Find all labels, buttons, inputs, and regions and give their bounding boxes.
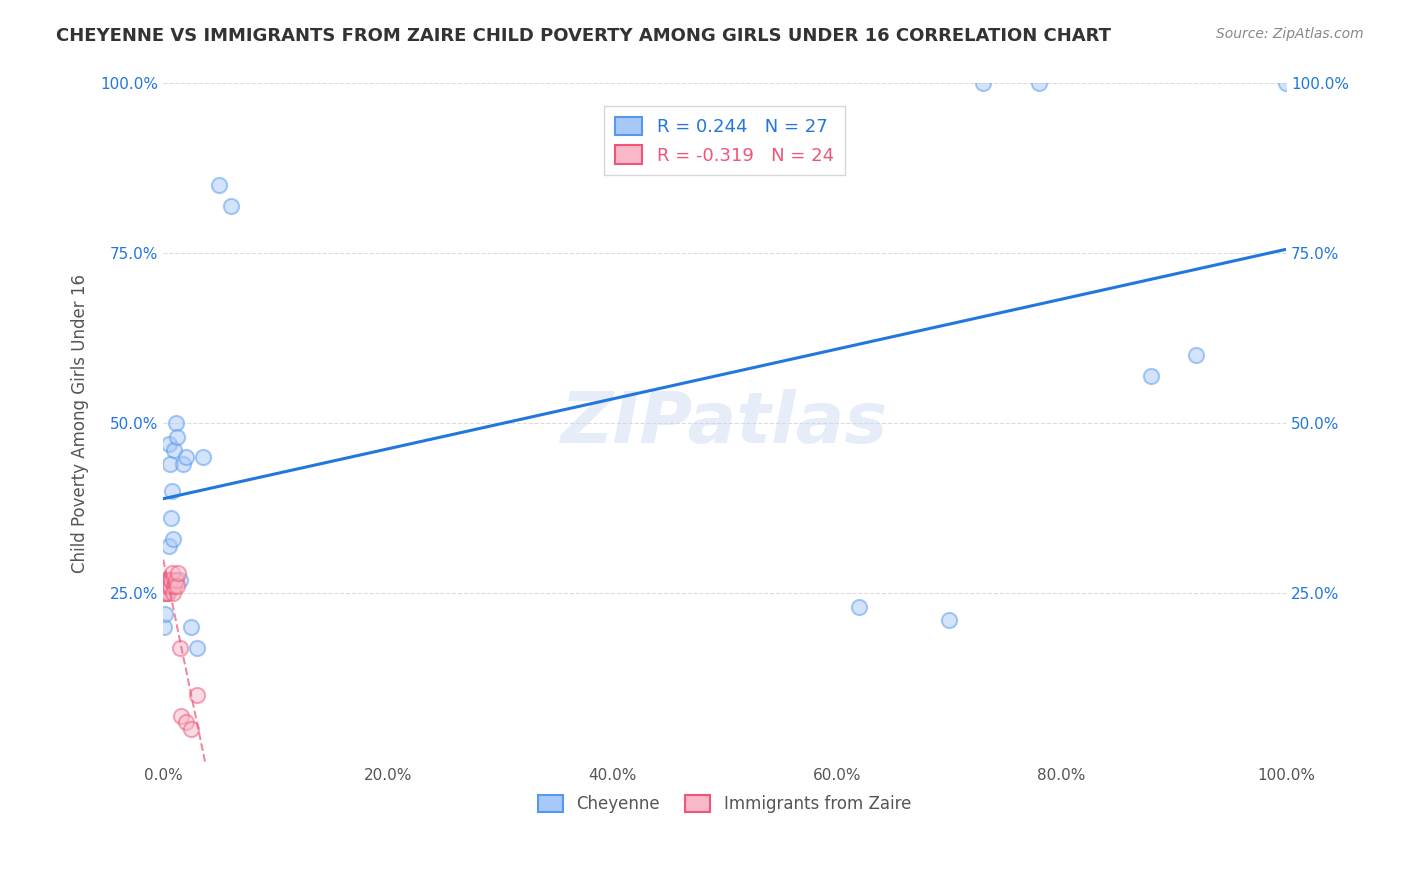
Point [186,640,208,655]
Point [160,484,183,499]
Text: Source: ZipAtlas.com: Source: ZipAtlas.com [1216,27,1364,41]
Point [159,573,181,587]
Point [172,457,194,471]
Text: ZIPatlas: ZIPatlas [561,389,889,458]
Y-axis label: Child Poverty Among Girls Under 16: Child Poverty Among Girls Under 16 [72,274,89,573]
Point [153,620,176,634]
Point [169,573,191,587]
Point [155,607,177,621]
Point [155,579,177,593]
Point [157,539,180,553]
Point [155,579,177,593]
Point [159,457,181,471]
Point [166,430,188,444]
Point [153,586,176,600]
Point [155,586,177,600]
Point [156,579,179,593]
Point [165,417,187,431]
Point [156,586,179,600]
Point [972,77,994,91]
Point [191,450,214,465]
Point [1140,368,1163,383]
Point [1028,77,1050,91]
Point [155,586,177,600]
Point [208,178,231,193]
Point [1275,77,1298,91]
Point [155,573,177,587]
Point [180,722,202,736]
Point [174,715,197,730]
Point [160,566,183,580]
Point [160,511,183,525]
Point [170,708,193,723]
Point [163,579,186,593]
Point [180,620,202,634]
Text: CHEYENNE VS IMMIGRANTS FROM ZAIRE CHILD POVERTY AMONG GIRLS UNDER 16 CORRELATION: CHEYENNE VS IMMIGRANTS FROM ZAIRE CHILD … [56,27,1111,45]
Point [165,573,187,587]
Point [166,579,188,593]
Point [159,579,181,593]
Point [938,614,960,628]
Point [848,599,870,614]
Point [219,199,242,213]
Point [162,532,184,546]
Point [166,566,188,580]
Point [153,573,176,587]
Point [174,450,197,465]
Point [163,443,186,458]
Point [157,573,180,587]
Point [157,436,180,450]
Point [186,688,208,702]
Point [169,640,191,655]
Point [1185,348,1208,362]
Legend: Cheyenne, Immigrants from Zaire: Cheyenne, Immigrants from Zaire [529,785,921,822]
Point [162,586,184,600]
Point [160,573,183,587]
Point [157,579,180,593]
